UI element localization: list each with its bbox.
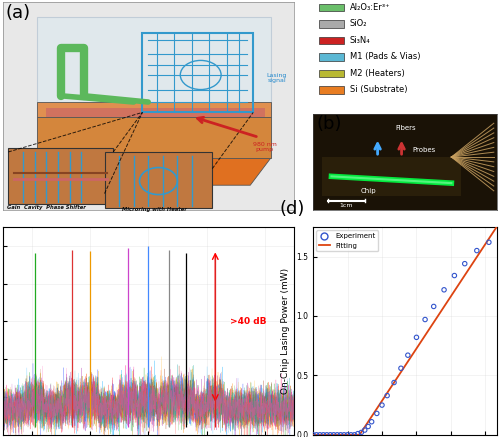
Bar — [318, 4, 344, 11]
Experiment — [309, 431, 317, 437]
Line: Fitting: Fitting — [313, 218, 500, 435]
Experiment — [404, 352, 412, 359]
Experiment — [336, 431, 344, 437]
Fitting — [310, 432, 316, 437]
Text: (a): (a) — [6, 4, 30, 22]
Text: Microring with Heater: Microring with Heater — [122, 207, 186, 212]
Experiment — [378, 402, 386, 409]
Text: Al₂O₃:Er³⁺: Al₂O₃:Er³⁺ — [350, 3, 391, 12]
Experiment — [440, 286, 448, 293]
Text: 1cm: 1cm — [340, 203, 353, 208]
Legend: Experiment, Fitting: Experiment, Fitting — [316, 230, 378, 251]
Experiment — [397, 365, 405, 372]
Text: Probes: Probes — [412, 147, 436, 153]
Experiment — [383, 392, 391, 399]
Experiment — [373, 410, 381, 417]
Polygon shape — [38, 102, 270, 117]
Experiment — [340, 431, 348, 437]
Bar — [318, 37, 344, 44]
Text: Lasing
signal: Lasing signal — [266, 73, 286, 83]
Experiment — [360, 427, 368, 434]
Fitting — [423, 332, 429, 337]
Fitting — [426, 327, 432, 332]
Text: M1 (Pads & Vias): M1 (Pads & Vias) — [350, 52, 420, 62]
Fitting — [310, 432, 316, 437]
Polygon shape — [8, 148, 114, 204]
Experiment — [485, 239, 493, 246]
Bar — [318, 69, 344, 77]
Experiment — [330, 431, 338, 437]
Experiment — [333, 431, 341, 437]
Experiment — [412, 334, 420, 341]
Experiment — [450, 272, 458, 279]
Bar — [318, 86, 344, 94]
Text: M2 (Heaters): M2 (Heaters) — [350, 69, 405, 78]
Y-axis label: On-Chip Lasing Power (mW): On-Chip Lasing Power (mW) — [282, 268, 290, 394]
Experiment — [473, 247, 481, 254]
Experiment — [364, 423, 372, 430]
Bar — [318, 20, 344, 28]
FancyBboxPatch shape — [38, 17, 270, 158]
Experiment — [421, 316, 429, 323]
Bar — [318, 53, 344, 61]
Text: Gain  Cavity  Phase Shifter: Gain Cavity Phase Shifter — [7, 205, 86, 210]
Experiment — [326, 431, 334, 437]
Text: (d): (d) — [280, 201, 305, 218]
Experiment — [358, 429, 366, 436]
Experiment — [312, 431, 320, 437]
Text: Si (Substrate): Si (Substrate) — [350, 85, 408, 94]
Experiment — [350, 431, 358, 437]
Experiment — [320, 431, 328, 437]
Experiment — [347, 431, 355, 437]
Experiment — [390, 379, 398, 386]
Experiment — [354, 430, 362, 437]
Bar — [322, 157, 460, 196]
Polygon shape — [38, 117, 270, 158]
Text: Chip: Chip — [360, 188, 376, 194]
Text: Fibers: Fibers — [395, 125, 415, 131]
Text: (b): (b) — [316, 114, 342, 132]
Experiment — [344, 431, 351, 437]
Polygon shape — [46, 108, 265, 117]
Fitting — [482, 242, 488, 247]
Text: Si₃N₄: Si₃N₄ — [350, 36, 370, 45]
Experiment — [430, 303, 438, 310]
Fitting — [470, 260, 476, 266]
Experiment — [323, 431, 331, 437]
Experiment — [316, 431, 324, 437]
Text: 980 nm
pump: 980 nm pump — [253, 142, 277, 153]
Polygon shape — [104, 152, 212, 208]
Fitting — [422, 333, 428, 338]
Polygon shape — [17, 158, 270, 185]
Experiment — [368, 418, 376, 425]
Text: SiO₂: SiO₂ — [350, 20, 368, 28]
Experiment — [460, 260, 468, 267]
Text: >40 dB: >40 dB — [230, 317, 266, 326]
